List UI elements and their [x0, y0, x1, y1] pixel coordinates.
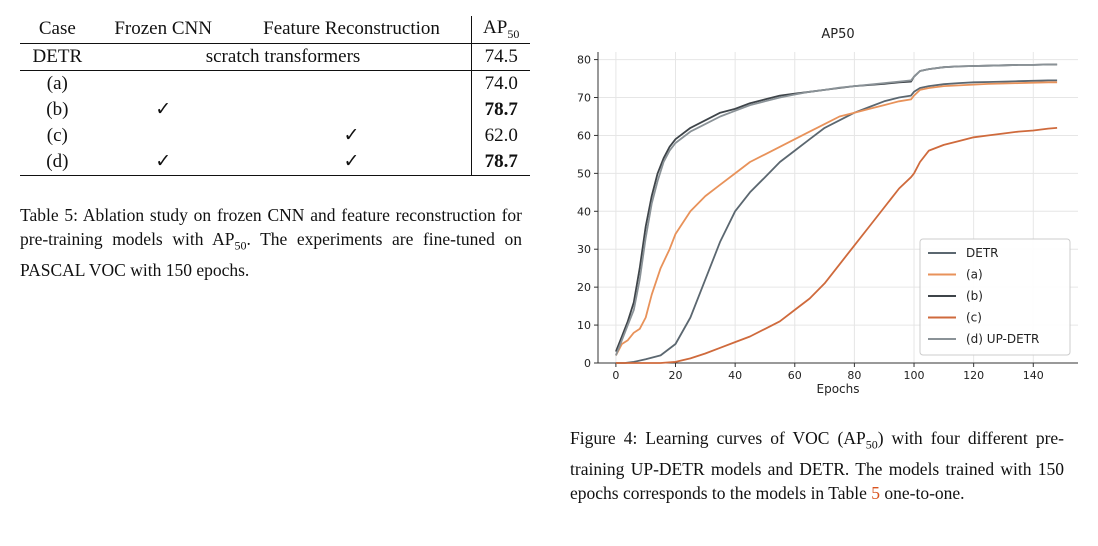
header-case: Case: [20, 16, 95, 44]
x-tick-label: 60: [788, 369, 802, 382]
y-tick-label: 20: [577, 281, 591, 294]
cell-frozen: ✓: [155, 99, 172, 121]
cell-frozen: ✓: [94, 148, 232, 176]
cell-frozen: [95, 123, 232, 149]
legend-label: (c): [966, 311, 982, 325]
y-tick-label: 30: [577, 243, 591, 256]
table-caption: Table 5: Ablation study on frozen CNN an…: [20, 203, 522, 282]
cell-feature: ✓: [231, 148, 473, 176]
cell-case: (a): [46, 72, 68, 94]
cell-case: (c): [46, 124, 68, 146]
figure-caption-text-2: ) with four different pre-training UP-DE…: [570, 428, 1064, 503]
table-caption-text-2: . The experiments are fine-tuned on PASC…: [20, 229, 522, 280]
legend-label: (b): [966, 289, 983, 303]
table-row-detr: DETR scratch transformers 74.5: [20, 43, 530, 71]
figure-caption-text: Figure 4: Learning curves of VOC (AP: [570, 428, 866, 448]
cell-ap: 78.7: [484, 98, 518, 120]
x-tick-label: 20: [669, 369, 683, 382]
figure-caption-sub: 50: [865, 437, 878, 452]
y-tick-label: 40: [577, 205, 591, 218]
cell-feature: ✓: [231, 122, 473, 149]
cell-ap: 78.7: [471, 148, 530, 176]
x-tick-label: 140: [1023, 369, 1044, 382]
chart-title: AP50: [821, 27, 854, 42]
series-line-5: [615, 63, 1058, 356]
series-line-1: [615, 79, 1058, 364]
x-tick-label: 80: [847, 369, 861, 382]
series-line-4: [615, 127, 1058, 364]
cell-feature: [231, 96, 473, 123]
legend-label: DETR: [966, 246, 999, 260]
header-feature-reconstruction: Feature Reconstruction: [231, 16, 473, 44]
table-caption-sub: 50: [234, 238, 247, 253]
learning-curve-chart: 0 10 20 30 40 50 60 70 80 0 20 40 60 80 100 120 140 AP50 E…: [577, 27, 1078, 396]
header-ap-sub: 50: [507, 26, 520, 41]
table-row: (b) ✓ 78.7: [20, 96, 530, 123]
table-reference-link[interactable]: 5: [871, 482, 880, 503]
y-tick-label: 70: [577, 92, 591, 105]
table: Case Frozen CNN Feature Reconstruction A…: [20, 16, 530, 176]
ablation-table: Case Frozen CNN Feature Reconstruction A…: [20, 16, 530, 176]
table-row: (c) ✓ 62.0: [20, 122, 530, 149]
y-tick-label: 50: [577, 167, 591, 180]
figure-caption: Figure 4: Learning curves of VOC (AP50) …: [570, 426, 1064, 505]
y-tick-label: 0: [584, 357, 591, 370]
header-frozen-cnn: Frozen CNN: [94, 16, 232, 44]
cell-case: (d): [20, 148, 95, 176]
table-row: (a) 74.0: [20, 70, 530, 97]
x-tick-label: 100: [904, 369, 925, 382]
cell-feature: [231, 70, 473, 97]
header-ap-main: AP: [483, 17, 508, 38]
series-line-2: [615, 81, 1058, 356]
cell-ap: 74.0: [484, 72, 518, 94]
header-ap50: AP50: [471, 16, 530, 44]
cell-span: scratch transformers: [94, 43, 473, 71]
y-tick-label: 60: [577, 129, 591, 142]
cell-case: DETR: [20, 43, 95, 71]
figure-caption-text-3: one-to-one.: [879, 482, 965, 503]
legend-label: (a): [966, 268, 983, 282]
table-row: (d) ✓ ✓ 78.7: [20, 148, 530, 176]
cell-ap: 62.0: [484, 124, 518, 146]
y-tick-label: 80: [577, 54, 591, 67]
table-caption-text: Table 5: Ablation study on frozen CNN an…: [20, 205, 522, 249]
cell-ap: 74.5: [471, 43, 530, 71]
table-header-row: Case Frozen CNN Feature Reconstruction A…: [20, 16, 530, 44]
y-tick-label: 10: [577, 319, 591, 332]
x-axis-label: Epochs: [817, 382, 860, 396]
cell-frozen: [95, 70, 232, 97]
cell-case: (b): [46, 98, 69, 120]
x-tick-label: 40: [728, 369, 742, 382]
legend-label: (d) UP-DETR: [966, 332, 1039, 346]
legend-box: [919, 238, 1071, 356]
x-tick-label: 120: [963, 369, 984, 382]
x-tick-label: 0: [612, 369, 619, 382]
